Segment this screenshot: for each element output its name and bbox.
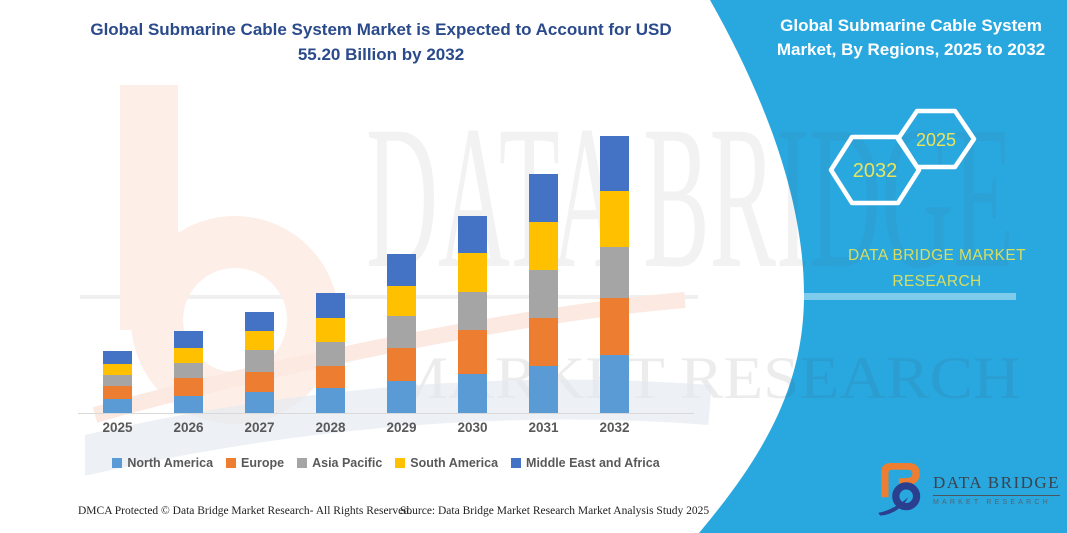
bar-column-2030	[458, 216, 487, 413]
bar-segment	[458, 330, 487, 374]
bar-segment	[103, 351, 132, 364]
bar-column-2029	[387, 254, 416, 413]
bar-segment	[316, 318, 345, 342]
bar-segment	[529, 270, 558, 318]
bar-segment	[103, 375, 132, 386]
legend-swatch-icon	[395, 458, 406, 468]
bar-segment	[245, 372, 274, 392]
x-axis-label: 2031	[528, 420, 559, 435]
bar-segment	[245, 350, 274, 372]
bar-segment	[387, 316, 416, 348]
hexagon-badges: 2032 2025	[828, 108, 977, 206]
footer-source-text: Source: Data Bridge Market Research Mark…	[400, 505, 710, 517]
legend-item: Asia Pacific	[297, 456, 382, 470]
bar-segment	[316, 366, 345, 388]
legend-label: South America	[410, 456, 499, 470]
x-axis-label: 2025	[102, 420, 133, 435]
hexagon-2032-label: 2032	[853, 160, 898, 182]
bar-segment	[529, 222, 558, 270]
stacked-bar-chart	[78, 95, 694, 414]
bar-segment	[458, 216, 487, 253]
x-axis-label: 2028	[315, 420, 346, 435]
bar-segment	[387, 381, 416, 413]
logo-subtitle: MARKET RESEARCH	[933, 498, 1051, 506]
bar-segment	[387, 254, 416, 286]
bar-segment	[529, 174, 558, 222]
bar-column-2031	[529, 174, 558, 413]
bar-segment	[174, 396, 203, 413]
bar-segment	[174, 378, 203, 396]
watermark-underline-right	[700, 293, 1016, 300]
bar-segment	[174, 348, 203, 363]
bar-segment	[458, 253, 487, 292]
bar-column-2032	[600, 136, 629, 413]
bar-segment	[600, 298, 629, 355]
logo-b-icon	[878, 463, 921, 516]
legend-item: South America	[395, 456, 498, 470]
legend-swatch-icon	[112, 458, 123, 468]
bar-segment	[245, 392, 274, 413]
x-axis-label: 2029	[386, 420, 417, 435]
bar-segment	[600, 191, 629, 247]
bar-segment	[600, 247, 629, 298]
bar-segment	[600, 136, 629, 191]
x-axis-label: 2032	[599, 420, 630, 435]
x-axis-labels: 2025 2026 2027 2028 2029 2030 2031 2032	[78, 420, 694, 438]
bar-segment	[245, 312, 274, 331]
x-axis-label: 2030	[457, 420, 488, 435]
legend-item: Europe	[226, 456, 284, 470]
bar-segment	[103, 386, 132, 399]
bar-segment	[316, 342, 345, 366]
x-axis-label: 2026	[173, 420, 204, 435]
bar-column-2026	[174, 331, 203, 413]
bar-segment	[103, 399, 132, 413]
chart-legend: North America Europe Asia Pacific South Ame…	[78, 456, 694, 470]
hexagon-2032-icon: 2032	[828, 134, 922, 206]
legend-label: Middle East and Africa	[526, 456, 660, 470]
bar-segment	[316, 293, 345, 318]
bar-segment	[458, 374, 487, 413]
legend-item: North America	[112, 456, 213, 470]
bar-segment	[458, 292, 487, 330]
bar-segment	[103, 364, 132, 375]
hexagon-2025-icon: 2025	[895, 108, 977, 170]
bar-segment	[387, 286, 416, 316]
bar-segment	[316, 388, 345, 413]
legend-label: North America	[127, 456, 214, 470]
logo-name: DATA BRIDGE	[933, 473, 1061, 496]
legend-swatch-icon	[297, 458, 308, 468]
bar-segment	[600, 355, 629, 413]
bar-segment	[245, 331, 274, 350]
legend-label: Europe	[241, 456, 285, 470]
legend-label: Asia Pacific	[312, 456, 383, 470]
legend-item: Middle East and Africa	[511, 456, 660, 470]
bar-segment	[387, 348, 416, 381]
bar-segment	[529, 366, 558, 413]
data-bridge-logo: DATA BRIDGE MARKET RESEARCH	[878, 462, 1061, 516]
bar-column-2028	[316, 293, 345, 413]
panel-brand-text: DATA BRIDGE MARKET RESEARCH	[847, 247, 1026, 290]
bar-segment	[529, 318, 558, 366]
legend-swatch-icon	[226, 458, 237, 468]
page-title: Global Submarine Cable System Market is …	[90, 20, 672, 64]
bar-column-2027	[245, 312, 274, 413]
footer-dmca-text: DMCA Protected © Data Bridge Market Rese…	[78, 505, 412, 517]
panel-title: Global Submarine Cable System Market, By…	[776, 16, 1046, 59]
hexagon-2025-label: 2025	[916, 130, 956, 150]
legend-swatch-icon	[511, 458, 522, 468]
bar-column-2025	[103, 351, 132, 413]
bar-segment	[174, 331, 203, 348]
bar-segment	[174, 363, 203, 378]
x-axis-label: 2027	[244, 420, 275, 435]
